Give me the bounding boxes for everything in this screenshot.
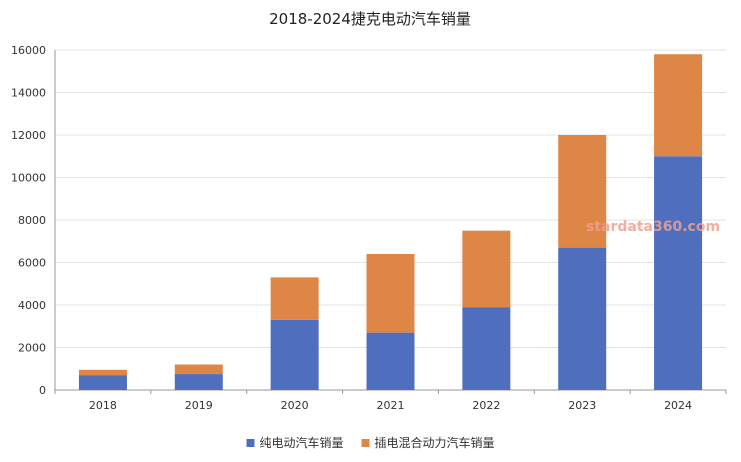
legend-label-0: 纯电动汽车销量 bbox=[260, 435, 344, 450]
x-tick-label: 2018 bbox=[89, 399, 117, 412]
bar-phev-2022 bbox=[462, 230, 511, 308]
bar-phev-2023 bbox=[558, 135, 607, 248]
x-tick-label: 2022 bbox=[472, 399, 500, 412]
legend-label-1: 插电混合动力汽车销量 bbox=[375, 435, 495, 450]
bar-phev-2018 bbox=[78, 369, 127, 376]
watermark: stardata360.com bbox=[586, 219, 720, 235]
y-tick-label: 8000 bbox=[18, 214, 46, 227]
bar-bev-2022 bbox=[462, 307, 511, 390]
y-tick-label: 6000 bbox=[18, 257, 46, 270]
x-tick-label: 2020 bbox=[281, 399, 309, 412]
legend-swatch-0 bbox=[246, 439, 255, 447]
legend: 纯电动汽车销量 插电混合动力汽车销量 bbox=[246, 435, 495, 450]
x-tick-label: 2024 bbox=[664, 399, 692, 412]
x-tick-label: 2019 bbox=[185, 399, 213, 412]
bar-bev-2024 bbox=[654, 156, 703, 390]
y-tick-label: 14000 bbox=[11, 87, 46, 100]
bar-bev-2023 bbox=[558, 247, 607, 390]
bars bbox=[78, 54, 703, 390]
x-tick-label: 2023 bbox=[568, 399, 596, 412]
x-tick-label: 2021 bbox=[377, 399, 405, 412]
chart-title: 2018-2024捷克电动汽车销量 bbox=[269, 10, 471, 28]
y-tick-label: 0 bbox=[39, 384, 46, 397]
y-tick-label: 12000 bbox=[11, 129, 46, 142]
bar-bev-2019 bbox=[174, 374, 223, 390]
legend-swatch-1 bbox=[361, 439, 370, 447]
bar-bev-2018 bbox=[78, 375, 127, 390]
bar-bev-2021 bbox=[366, 332, 415, 390]
bar-phev-2024 bbox=[654, 54, 703, 157]
y-tick-label: 16000 bbox=[11, 44, 46, 57]
bar-phev-2020 bbox=[270, 277, 319, 320]
y-tick-label: 2000 bbox=[18, 342, 46, 355]
bar-phev-2021 bbox=[366, 254, 415, 333]
bar-phev-2019 bbox=[174, 364, 223, 375]
bar-bev-2020 bbox=[270, 319, 319, 390]
y-tick-label: 4000 bbox=[18, 299, 46, 312]
y-tick-label: 10000 bbox=[11, 172, 46, 185]
tick-labels: 0 2000 4000 6000 8000 10000 12000 14000 16000 201… bbox=[11, 44, 692, 412]
